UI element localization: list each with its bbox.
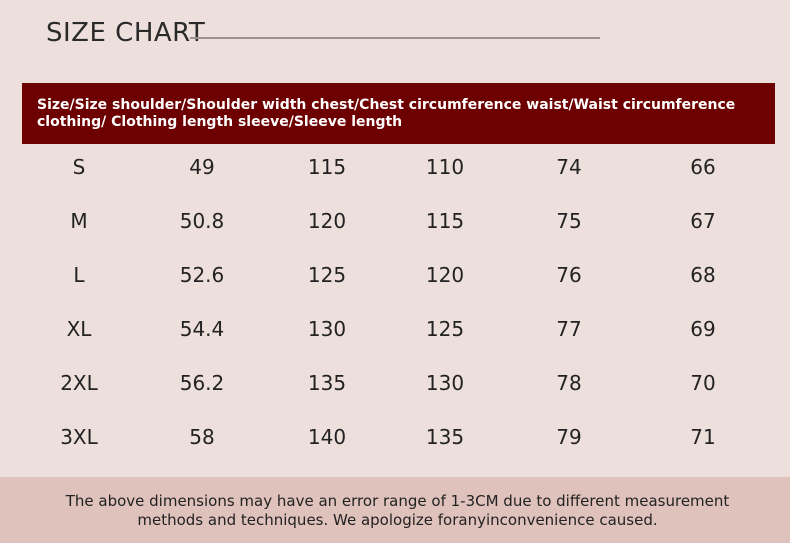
cell-chest: 115 [307, 155, 347, 179]
cell-length: 76 [556, 263, 582, 287]
cell-sleeve: 69 [690, 317, 716, 341]
cell-waist: 115 [425, 209, 465, 233]
cell-waist: 120 [425, 263, 465, 287]
cell-sleeve: 70 [690, 371, 716, 395]
cell-sleeve: 66 [690, 155, 716, 179]
cell-length: 75 [556, 209, 582, 233]
cell-shoulder: 58 [189, 425, 215, 449]
cell-size: M [70, 209, 88, 233]
column-header-band: Size/Size shoulder/Shoulder width chest/… [22, 83, 775, 144]
table-row: XL 54.4 130 125 77 69 [0, 314, 790, 344]
cell-chest: 125 [307, 263, 347, 287]
title-divider [190, 37, 600, 39]
cell-shoulder: 49 [189, 155, 215, 179]
cell-size: 3XL [60, 425, 98, 449]
cell-waist: 125 [425, 317, 465, 341]
table-row: M 50.8 120 115 75 67 [0, 206, 790, 236]
cell-sleeve: 68 [690, 263, 716, 287]
cell-length: 78 [556, 371, 582, 395]
cell-length: 79 [556, 425, 582, 449]
cell-sleeve: 71 [690, 425, 716, 449]
cell-length: 74 [556, 155, 582, 179]
footer-band: The above dimensions may have an error r… [0, 477, 790, 543]
cell-chest: 120 [307, 209, 347, 233]
cell-size: XL [66, 317, 92, 341]
cell-chest: 140 [307, 425, 347, 449]
table-row: 2XL 56.2 135 130 78 70 [0, 368, 790, 398]
cell-length: 77 [556, 317, 582, 341]
cell-size: S [72, 155, 86, 179]
table-row: L 52.6 125 120 76 68 [0, 260, 790, 290]
table-row: S 49 115 110 74 66 [0, 152, 790, 182]
cell-chest: 135 [307, 371, 347, 395]
cell-size: 2XL [60, 371, 98, 395]
page-title: SIZE CHART [46, 18, 206, 48]
cell-waist: 130 [425, 371, 465, 395]
cell-sleeve: 67 [690, 209, 716, 233]
disclaimer-text: The above dimensions may have an error r… [65, 492, 730, 529]
cell-waist: 110 [425, 155, 465, 179]
cell-shoulder: 56.2 [179, 371, 225, 395]
table-row: 3XL 58 140 135 79 71 [0, 422, 790, 452]
cell-chest: 130 [307, 317, 347, 341]
cell-size: L [73, 263, 85, 287]
cell-shoulder: 52.6 [179, 263, 225, 287]
cell-shoulder: 50.8 [179, 209, 225, 233]
cell-shoulder: 54.4 [179, 317, 225, 341]
cell-waist: 135 [425, 425, 465, 449]
